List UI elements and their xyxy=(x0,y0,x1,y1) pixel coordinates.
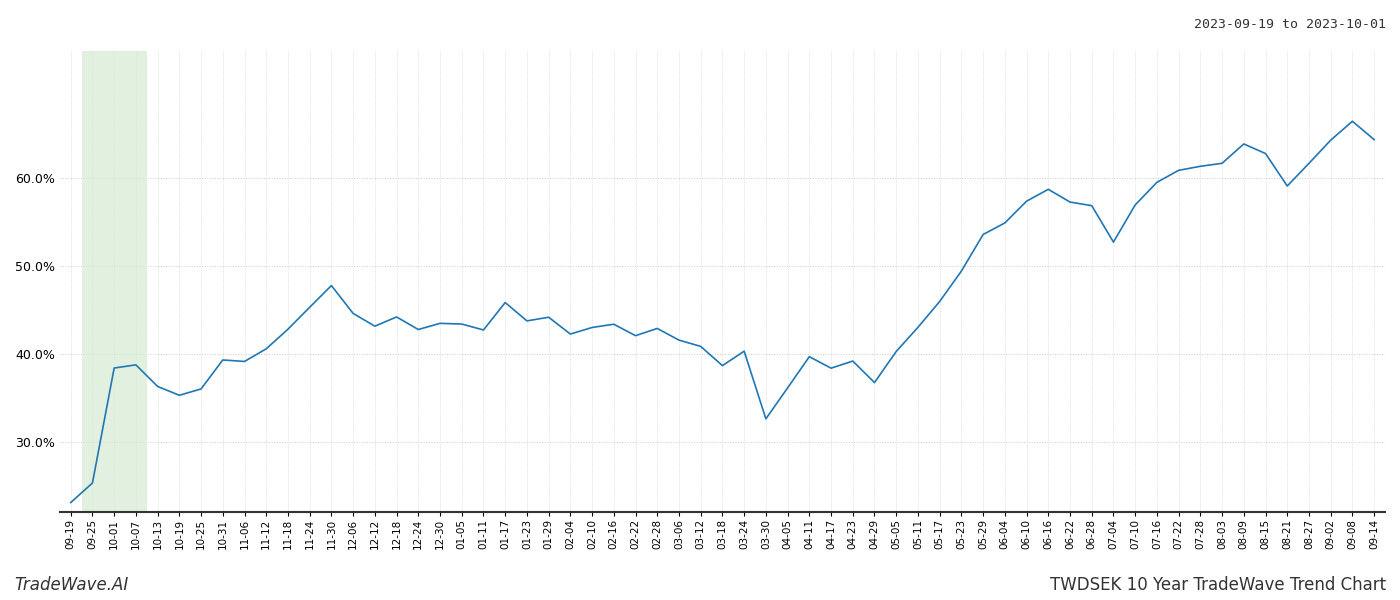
Text: TWDSEK 10 Year TradeWave Trend Chart: TWDSEK 10 Year TradeWave Trend Chart xyxy=(1050,576,1386,594)
Text: TradeWave.AI: TradeWave.AI xyxy=(14,576,129,594)
Bar xyxy=(81,51,147,512)
Text: 2023-09-19 to 2023-10-01: 2023-09-19 to 2023-10-01 xyxy=(1194,18,1386,31)
